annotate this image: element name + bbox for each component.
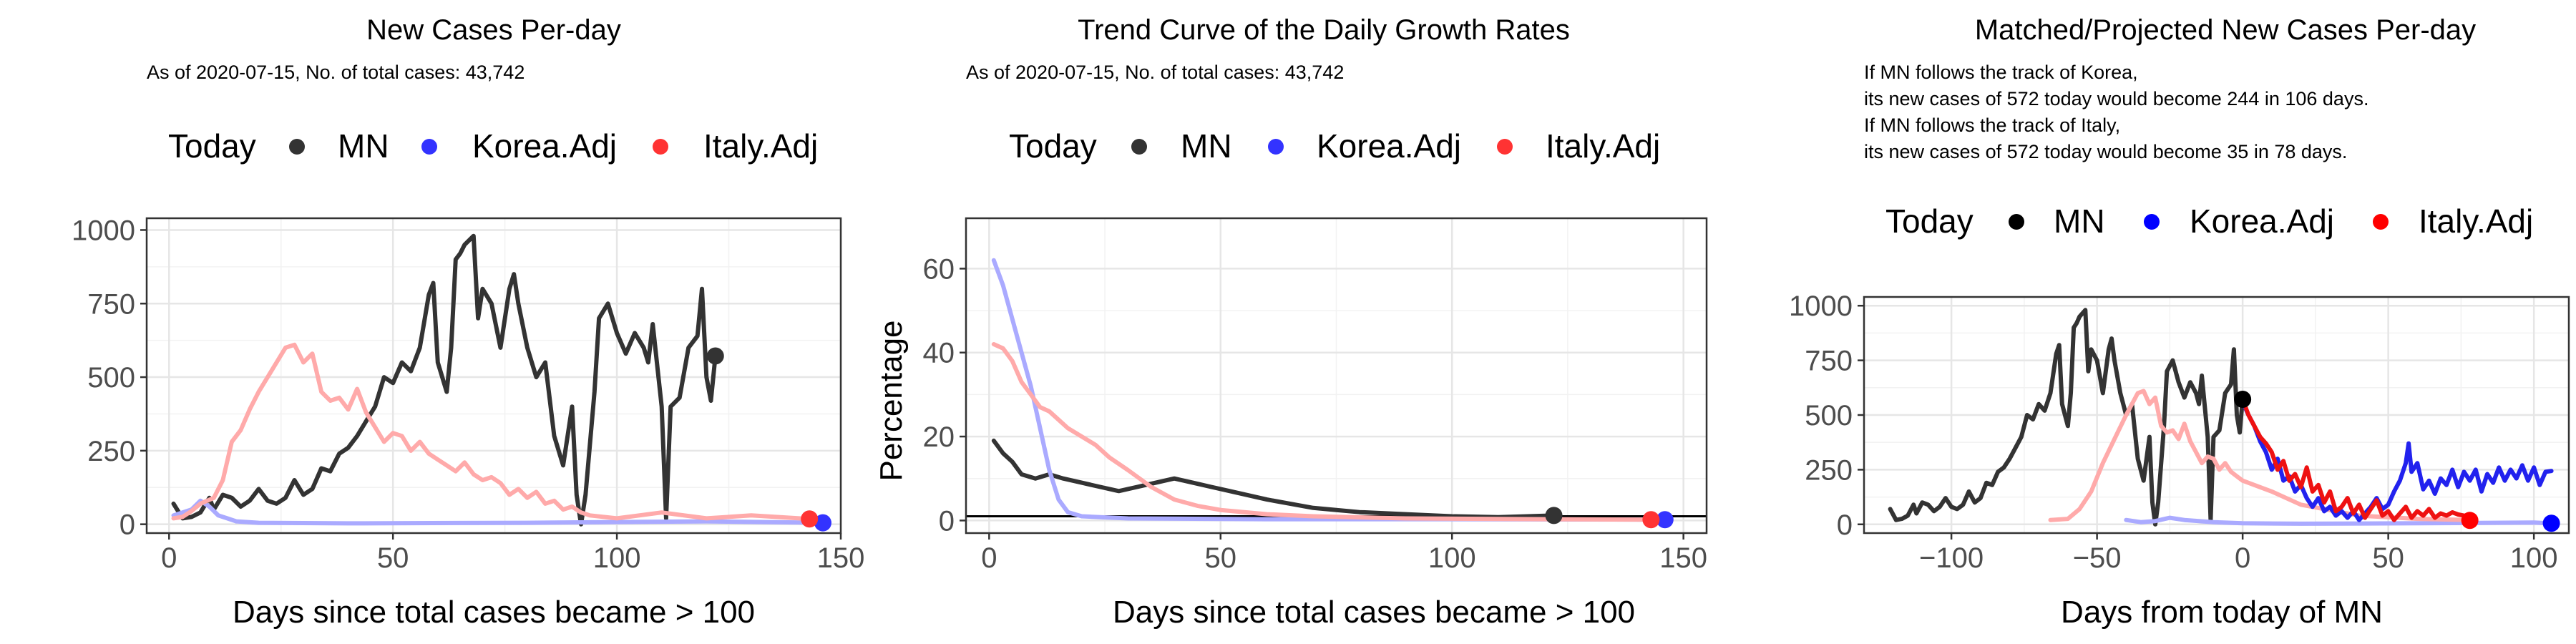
today-point-mn [706,347,724,365]
legend-key-mn [2009,214,2024,230]
chart-svg-projected: Matched/Projected New Cases Per-day If M… [1789,14,2570,630]
series-line-korea-adj [171,498,825,526]
y-tick-label: 0 [119,509,135,541]
chart-subtitle: As of 2020-07-15, No. of total cases: 43… [966,62,1344,83]
chart-svg-new-cases: New Cases Per-day As of 2020-07-15, No. … [72,14,864,630]
legend-key-korea [421,139,437,155]
legend-key-italy [653,139,668,155]
legend-key-mn [289,139,305,155]
series-line-mn [1888,308,2245,527]
series-line-mn [991,438,1556,519]
x-tick-label: 50 [2372,542,2404,574]
y-tick-label: 1000 [1789,291,1853,322]
legend-key-korea [2144,214,2160,230]
projection-note-4: its new cases of 572 today would become … [1864,141,2347,162]
x-axis-title: Days from today of MN [2061,595,2383,630]
plot-border [1863,296,2570,535]
series-line-italy-adj [991,342,1654,522]
legend-label-mn: MN [338,127,389,165]
y-tick-label: 750 [1805,346,1853,377]
series-line-korea-adj [991,258,1667,522]
legend-label-italy: Italy.Adj [703,127,818,165]
x-tick-label: 50 [1205,542,1237,574]
projection-notes: If MN follows the track of Korea, its ne… [1864,62,2368,162]
y-tick-label: 1000 [72,215,135,246]
y-tick-label: 20 [923,421,955,453]
y-tick-label: 750 [87,288,135,320]
legend-label-italy: Italy.Adj [2419,203,2533,240]
legend-label-korea: Korea.Adj [1317,127,1461,165]
legend: Today MN Korea.Adj Italy.Adj [1009,127,1660,165]
legend: Today MN Korea.Adj Italy.Adj [1885,203,2533,240]
plot-area: 0 50 100 150 0 20 40 60 [923,217,1708,574]
y-tick-label: 500 [1805,400,1853,431]
projection-note-1: If MN follows the track of Korea, [1864,62,2138,83]
today-point-italy-adj [1642,511,1660,529]
projection-note-2: its new cases of 572 today would become … [1864,88,2368,109]
x-tick-label: 150 [1659,542,1707,574]
series-line-italy-adj-matched [2048,389,2472,522]
y-tick-label: 500 [87,362,135,394]
y-tick-label: 0 [1837,509,1853,541]
chart-title: Trend Curve of the Daily Growth Rates [1078,14,1570,46]
x-tick-label: 100 [1428,542,1476,574]
series-line-korea-adj [2240,399,2554,522]
series-line-italy-adj [171,342,812,522]
today-point-mn [1545,507,1563,525]
chart-panel-projected: Matched/Projected New Cases Per-day If M… [1717,0,2576,644]
x-axis-title: Days since total cases became > 100 [1113,595,1635,630]
plot-area: 0 50 100 150 0 250 500 750 1000 [72,215,864,574]
y-tick-label: 0 [939,505,955,537]
chart-svg-growth-rates: Trend Curve of the Daily Growth Rates As… [874,14,1708,630]
chart-title: Matched/Projected New Cases Per-day [1975,14,2476,46]
x-tick-label: 0 [2235,542,2250,574]
today-point-korea-adj [814,514,831,532]
x-tick-label: 100 [593,542,641,574]
plot-border [145,217,842,535]
x-tick-label: 0 [981,542,997,574]
x-axis-title: Days since total cases became > 100 [233,595,755,630]
y-tick-label: 40 [923,338,955,369]
legend-key-italy [1497,139,1513,155]
y-tick-label: 250 [87,436,135,467]
today-point-korea-adj [1656,511,1674,529]
today-point-italy-adj [801,510,819,528]
x-tick-label: −100 [1919,542,1984,574]
y-tick-label: 60 [923,253,955,285]
legend: Today MN Korea.Adj Italy.Adj [168,127,818,165]
chart-panel-growth-rates: Trend Curve of the Daily Growth Rates As… [859,0,1717,644]
y-tick-label: 250 [1805,454,1853,486]
series-line-mn [171,233,718,527]
chart-title: New Cases Per-day [366,14,621,46]
legend-label-mn: MN [1181,127,1232,165]
chart-subtitle: As of 2020-07-15, No. of total cases: 43… [147,62,525,83]
legend-label-mn: MN [2054,203,2105,240]
series-line-italy-adj [2240,397,2472,522]
legend-key-italy [2373,214,2389,230]
y-axis-title: Percentage [874,320,909,481]
legend-label-italy: Italy.Adj [1546,127,1660,165]
today-point-italy-adj [2461,512,2479,530]
legend-title: Today [168,127,256,165]
x-tick-label: 0 [161,542,177,574]
x-tick-label: 150 [817,542,865,574]
legend-label-korea: Korea.Adj [2190,203,2334,240]
x-tick-label: 50 [377,542,409,574]
today-point-korea-adj [2542,514,2560,532]
x-tick-label: −50 [2073,542,2122,574]
x-tick-label: 100 [2510,542,2558,574]
legend-title: Today [1009,127,1097,165]
today-point-mn [2234,391,2252,408]
legend-title: Today [1885,203,1974,240]
series-line-korea-adj-matched [2124,515,2554,526]
legend-label-korea: Korea.Adj [472,127,617,165]
legend-key-mn [1131,139,1147,155]
projection-note-3: If MN follows the track of Italy, [1864,114,2120,136]
legend-key-korea [1268,139,1284,155]
plot-border [965,217,1708,535]
chart-panel-new-cases: New Cases Per-day As of 2020-07-15, No. … [0,0,864,644]
